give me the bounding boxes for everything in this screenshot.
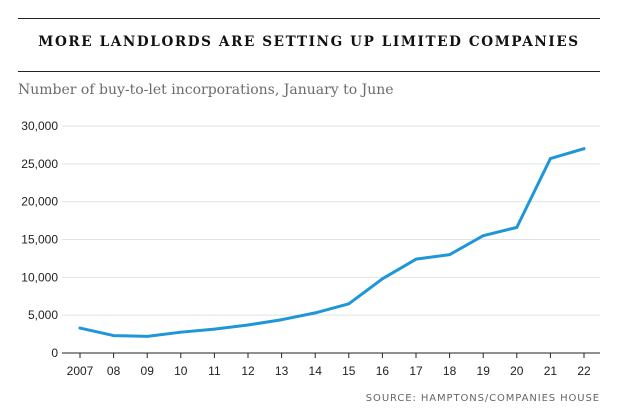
x-tick-label: 10 [174, 364, 188, 378]
y-tick-label: 0 [51, 346, 58, 360]
x-tick-label: 13 [275, 364, 289, 378]
x-tick-label: 19 [477, 364, 491, 378]
y-tick-label: 5,000 [28, 308, 58, 322]
x-tick-label: 20 [510, 364, 524, 378]
data-point [381, 277, 384, 281]
x-tick-label: 15 [342, 364, 356, 378]
series-line [78, 147, 586, 338]
source-note: SOURCE: HAMPTONS/COMPANIES HOUSE [365, 393, 600, 404]
data-point [448, 253, 451, 257]
chart-title: MORE LANDLORDS ARE SETTING UP LIMITED CO… [38, 34, 580, 50]
data-point [347, 302, 351, 306]
y-axis-ticks: 0 5,000 10,000 15,000 20,000 25,000 30,000 [21, 119, 58, 360]
data-point [549, 157, 552, 160]
y-tick-label: 25,000 [21, 157, 58, 171]
data-point [213, 327, 216, 331]
x-tick-label: 09 [141, 364, 155, 378]
y-tick-label: 10,000 [21, 270, 58, 284]
data-point [78, 326, 82, 330]
x-tick-label: 17 [409, 364, 423, 378]
data-point [246, 323, 250, 327]
y-tick-label: 30,000 [21, 119, 58, 133]
top-rule [18, 18, 600, 19]
data-point [179, 330, 183, 334]
series-layer [78, 147, 586, 338]
y-tick-label: 20,000 [21, 195, 58, 209]
data-point [515, 225, 519, 229]
x-tick-label: 18 [443, 364, 457, 378]
data-point [112, 334, 115, 337]
x-tick-label: 2007 [67, 364, 94, 378]
gridlines [62, 125, 600, 316]
data-point [145, 334, 149, 338]
x-tick-label: 14 [309, 364, 323, 378]
x-tick-label: 21 [544, 364, 558, 378]
data-point [582, 147, 586, 151]
data-point [280, 318, 283, 322]
x-tick-label: 11 [208, 364, 221, 378]
data-point [414, 257, 418, 261]
title-rule [18, 71, 600, 72]
data-point [313, 311, 317, 315]
chart-subtitle: Number of buy-to-let incorporations, Jan… [18, 82, 394, 98]
x-tick-label: 22 [577, 364, 591, 378]
x-tick-label: 16 [376, 364, 390, 378]
x-axis-ticks: 2007 08 09 10 11 12 13 14 15 16 17 18 19 20 21 22 [67, 353, 591, 378]
x-tick-label: 08 [107, 364, 121, 378]
x-tick-label: 12 [241, 364, 255, 378]
data-point [481, 234, 485, 238]
y-tick-label: 15,000 [21, 233, 58, 247]
